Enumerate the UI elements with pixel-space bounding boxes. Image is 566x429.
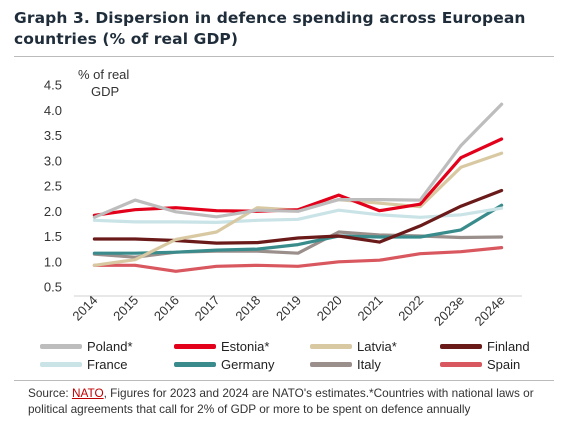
y-tick-label: 0.5 [44, 280, 62, 295]
x-tick-label: 2021 [355, 293, 386, 324]
x-tick-label: 2022 [395, 293, 426, 324]
legend-item: Finland [440, 339, 530, 354]
x-tick-label: 2017 [192, 293, 223, 324]
legend-swatch [40, 362, 82, 367]
x-tick-label: 2015 [110, 293, 141, 324]
y-tick-label: 1.0 [44, 254, 62, 269]
x-tick-label: 2014 [69, 293, 100, 324]
top-divider [14, 56, 554, 57]
legend-swatch [440, 344, 482, 349]
legend-item: France [40, 357, 127, 372]
y-tick-label: 2.0 [44, 204, 62, 219]
line-chart: 0.5 1.0 1.5 2.0 2.5 3.0 3.5 4.0 4.5 2014 2015 2016 2… [44, 78, 522, 329]
x-tick-label: 2018 [232, 293, 263, 324]
x-tick-label: 2019 [273, 293, 304, 324]
legend-swatch [310, 362, 352, 367]
legend-item: Spain [440, 357, 520, 372]
source-link-nato[interactable]: NATO [71, 386, 104, 400]
x-tick-label: 2024e [472, 293, 508, 329]
y-tick-label: 2.5 [44, 179, 62, 194]
source-note: Source: NATO, Figures for 2023 and 2024 … [28, 385, 558, 417]
legend-item: Estonia* [174, 339, 269, 354]
y-tick-label: 4.0 [44, 103, 62, 118]
y-axis-label-line-1: % of real [78, 67, 130, 82]
legend-label: Latvia* [357, 339, 397, 354]
legend-item: Latvia* [310, 339, 397, 354]
legend-label: Estonia* [221, 339, 270, 354]
series-line [92, 102, 504, 219]
y-axis-label: % of real GDP [78, 66, 129, 100]
series-line [92, 188, 504, 245]
bottom-divider [14, 380, 554, 381]
source-text: , Figures for 2023 and 2024 are NATO's e… [28, 386, 534, 416]
series-line [92, 137, 504, 217]
legend-label: Italy [357, 357, 381, 372]
series-line [92, 246, 504, 273]
y-tick-label: 3.0 [44, 153, 62, 168]
y-tick-label: 4.5 [44, 78, 62, 93]
series-line [92, 203, 504, 255]
legend-item: Germany [174, 357, 274, 372]
y-tick-label: 3.5 [44, 128, 62, 143]
series-line [92, 206, 504, 224]
legend-label: France [87, 357, 128, 372]
legend-swatch [174, 344, 216, 349]
legend-swatch [174, 362, 216, 367]
source-prefix: Source: [28, 386, 72, 400]
chart-legend: Poland* Estonia* Latvia* Finland France Germa… [40, 339, 540, 375]
legend-label: Finland [487, 339, 530, 354]
chart-title: Graph 3. Dispersion in defence spending … [14, 9, 526, 48]
legend-label: Spain [487, 357, 521, 372]
legend-swatch [310, 344, 352, 349]
legend-swatch [440, 362, 482, 367]
x-tick-label: 2016 [151, 293, 182, 324]
legend-item: Italy [310, 357, 381, 372]
legend-swatch [40, 344, 82, 349]
x-tick-label: 2023e [431, 293, 467, 329]
y-axis-label-line-2: GDP [91, 84, 120, 99]
y-tick-label: 1.5 [44, 229, 62, 244]
x-tick-label: 2020 [314, 293, 345, 324]
legend-label: Germany [221, 357, 275, 372]
legend-label: Poland* [87, 339, 133, 354]
legend-item: Poland* [40, 339, 133, 354]
